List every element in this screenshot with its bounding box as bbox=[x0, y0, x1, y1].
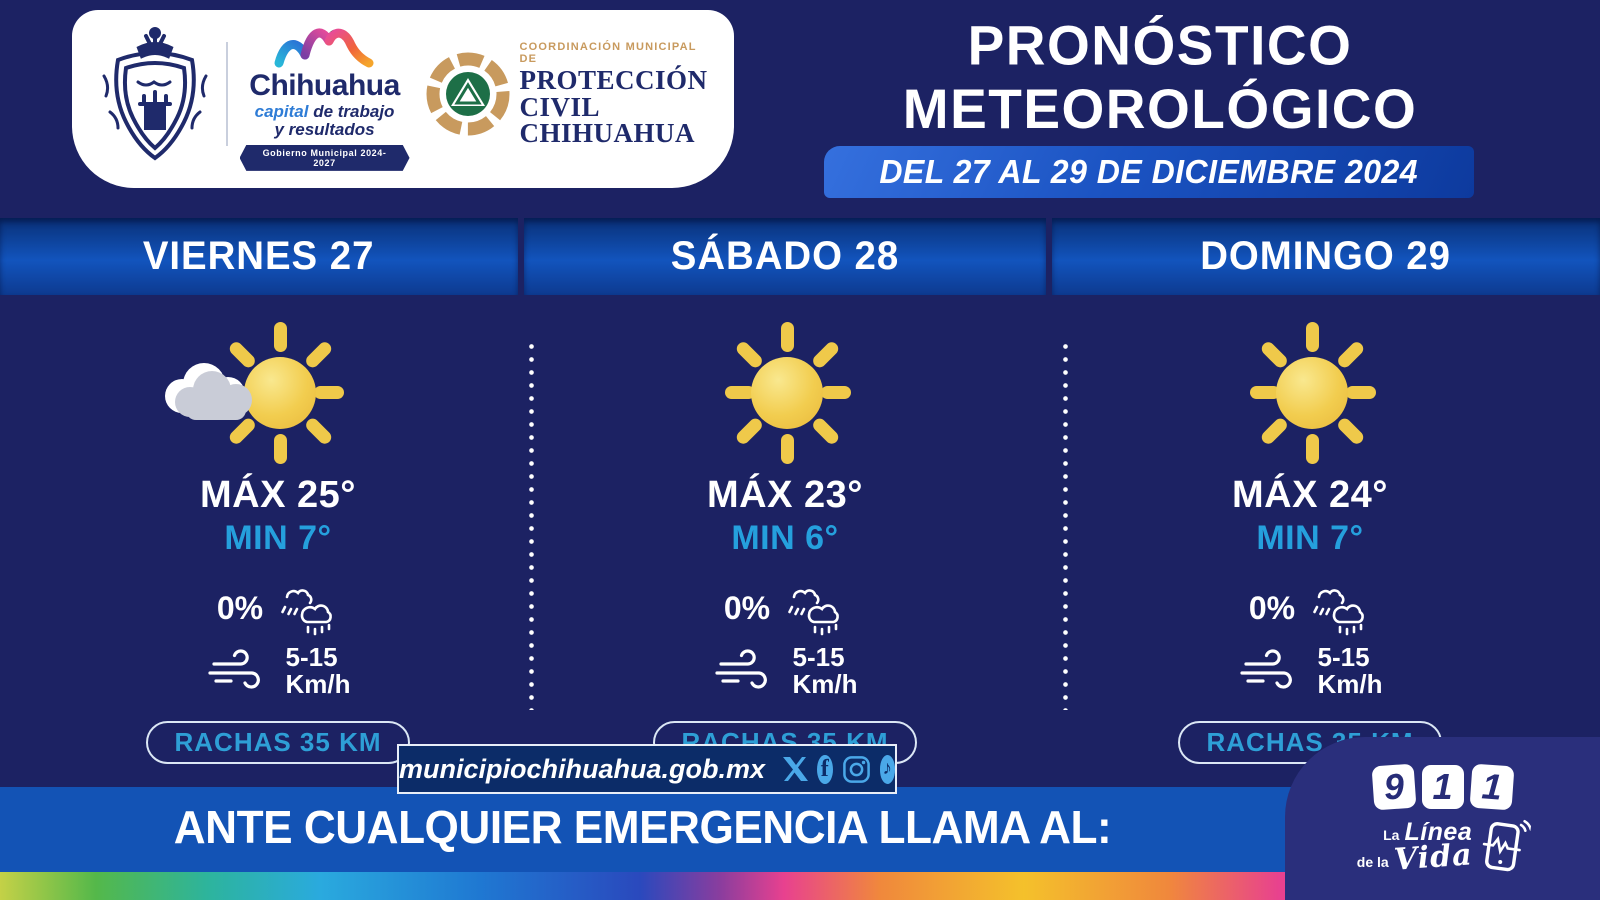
wind-row: 5-15 Km/h bbox=[713, 642, 858, 700]
cloud-icon bbox=[165, 363, 252, 420]
max-temperature: MÁX 23° bbox=[707, 474, 863, 516]
rain-cloud-icon bbox=[788, 589, 840, 636]
forecast-column-sabado: MÁX 23° MIN 6° 0% 5-15 Km/h RACHAS 35 bbox=[575, 318, 995, 764]
government-badge: Gobierno Municipal 2024-2027 bbox=[239, 144, 410, 171]
wind-speed: 5-15 Km/h bbox=[285, 642, 351, 700]
forecast-column-domingo: MÁX 24° MIN 7° 0% 5-15 Km/h RACHAS 35 bbox=[1100, 318, 1520, 764]
chihuahua-logo: Chihuahua capital de trabajo y resultados… bbox=[239, 17, 410, 171]
chihuahua-wordmark: Chihuahua bbox=[249, 69, 400, 103]
website-url[interactable]: municipiochihuahua.gob.mx bbox=[399, 753, 766, 784]
x-icon[interactable] bbox=[782, 755, 809, 784]
precipitation-value: 0% bbox=[216, 589, 264, 626]
instagram-icon[interactable] bbox=[842, 755, 871, 784]
sun-icon bbox=[725, 322, 851, 464]
max-temperature: MÁX 25° bbox=[200, 474, 356, 516]
date-ribbon: DEL 27 AL 29 DE DICIEMBRE 2024 bbox=[824, 146, 1474, 198]
pc-kicker: COORDINACIÓN MUNICIPAL DE bbox=[519, 41, 697, 66]
digit-1b: 1 bbox=[1469, 763, 1514, 811]
city-crest-icon bbox=[102, 27, 208, 161]
precipitation-row: 0% bbox=[1249, 580, 1371, 636]
gusts-badge: RACHAS 35 KM bbox=[146, 720, 410, 764]
column-separator bbox=[529, 340, 534, 710]
emergency-message: ANTE CUALQUIER EMERGENCIA LLAMA AL: bbox=[173, 801, 1112, 853]
sun-icon bbox=[1250, 322, 1376, 464]
weather-icon-sun bbox=[1230, 318, 1390, 468]
wind-row: 5-15 Km/h bbox=[1238, 642, 1383, 700]
branding-panel: Chihuahua capital de trabajo y resultados… bbox=[72, 10, 734, 188]
logo-divider bbox=[226, 42, 228, 146]
proteccion-civil-logo: COORDINACIÓN MUNICIPAL DE PROTECCIÓN CIV… bbox=[426, 41, 708, 147]
wind-row: 5-15 Km/h bbox=[206, 642, 351, 700]
facebook-icon[interactable]: f bbox=[817, 754, 833, 784]
wind-speed: 5-15 Km/h bbox=[792, 642, 858, 700]
precipitation-value: 0% bbox=[723, 589, 771, 626]
digit-9: 9 bbox=[1371, 763, 1416, 811]
tagline-words: La Línea de la Vida bbox=[1356, 817, 1474, 878]
day-header-bar: VIERNES 27 SÁBADO 28 DOMINGO 29 bbox=[0, 218, 1600, 295]
digit-1: 1 bbox=[1421, 765, 1464, 809]
day-header-domingo: DOMINGO 29 bbox=[1052, 218, 1600, 295]
min-temperature: MIN 7° bbox=[1256, 519, 1364, 557]
proteccion-civil-emblem-icon bbox=[426, 52, 510, 136]
phone-heartbeat-icon bbox=[1482, 819, 1533, 872]
rain-cloud-icon bbox=[1313, 589, 1365, 636]
chihuahua-m-icon bbox=[274, 28, 374, 68]
page-title: PRONÓSTICO METEOROLÓGICO bbox=[820, 13, 1500, 141]
pc-name: PROTECCIÓN CIVIL CHIHUAHUA bbox=[519, 65, 708, 149]
title-line-2: METEOROLÓGICO bbox=[902, 76, 1418, 140]
weather-icon-sun-cloud bbox=[165, 318, 358, 468]
wind-icon bbox=[714, 649, 767, 689]
rain-cloud-icon bbox=[281, 589, 333, 636]
day-header-sabado: SÁBADO 28 bbox=[524, 218, 1046, 295]
min-temperature: MIN 6° bbox=[731, 519, 839, 557]
wind-icon bbox=[207, 649, 260, 689]
tiktok-icon[interactable]: ♪ bbox=[879, 754, 895, 784]
date-range: DEL 27 AL 29 DE DICIEMBRE 2024 bbox=[879, 153, 1419, 190]
chihuahua-tagline: capital de trabajo y resultados bbox=[254, 102, 395, 139]
precipitation-row: 0% bbox=[217, 580, 339, 636]
max-temperature: MÁX 24° bbox=[1232, 474, 1388, 516]
emergency-911-panel: 9 1 1 La Línea de la Vida bbox=[1285, 737, 1600, 900]
precipitation-value: 0% bbox=[1248, 589, 1296, 626]
column-separator bbox=[1063, 340, 1068, 710]
proteccion-civil-text: COORDINACIÓN MUNICIPAL DE PROTECCIÓN CIV… bbox=[520, 41, 708, 146]
day-header-viernes: VIERNES 27 bbox=[0, 218, 518, 295]
wind-icon bbox=[1239, 649, 1292, 689]
weather-icon-sun bbox=[705, 318, 865, 468]
min-temperature: MIN 7° bbox=[224, 519, 332, 557]
forecast-column-viernes: MÁX 25° MIN 7° 0% 5-15 Km/h RACHAS 35 bbox=[68, 318, 488, 764]
digits-911: 9 1 1 bbox=[1371, 763, 1514, 811]
title-line-1: PRONÓSTICO bbox=[967, 13, 1353, 77]
wind-speed: 5-15 Km/h bbox=[1317, 642, 1383, 700]
precipitation-row: 0% bbox=[724, 580, 846, 636]
linea-de-la-vida: La Línea de la Vida bbox=[1356, 817, 1533, 878]
sun-icon bbox=[218, 322, 344, 464]
website-bar[interactable]: municipiochihuahua.gob.mx f ♪ bbox=[397, 744, 897, 794]
